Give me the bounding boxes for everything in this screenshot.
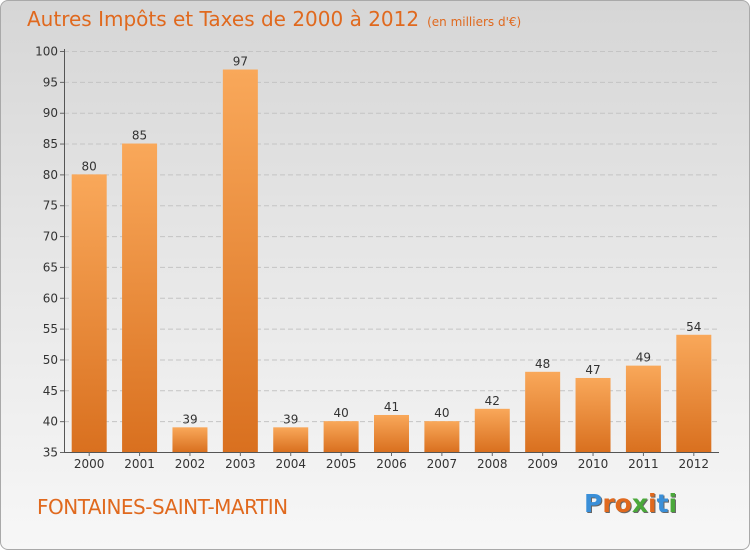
bar [122, 143, 158, 453]
logo-letter: x [631, 489, 648, 518]
commune-name: FONTAINES-SAINT-MARTIN [37, 495, 288, 519]
logo-letter: r [602, 489, 615, 518]
bar-value-label: 39 [182, 412, 197, 426]
y-tick-label: 95 [43, 75, 58, 89]
bar-value-label: 49 [636, 351, 651, 365]
y-tick-label: 100 [35, 45, 58, 59]
bar [71, 174, 107, 452]
x-tick-label: 2006 [376, 457, 407, 471]
y-tick-label: 55 [43, 322, 58, 336]
bar [424, 421, 460, 452]
bar [625, 365, 661, 452]
bar-value-label: 48 [535, 357, 550, 371]
bar [575, 377, 611, 452]
x-tick-label: 2003 [225, 457, 256, 471]
logo-letter: i [668, 489, 678, 518]
x-tick-label: 2011 [628, 457, 659, 471]
y-tick-label: 75 [43, 199, 58, 213]
bar-value-label: 41 [384, 400, 399, 414]
logo-letter: i [648, 489, 657, 518]
bar-value-label: 42 [485, 394, 500, 408]
x-tick-label: 2002 [175, 457, 206, 471]
y-tick-label: 65 [43, 260, 58, 274]
y-tick-label: 50 [43, 353, 58, 367]
y-tick-label: 90 [43, 106, 58, 120]
bar-value-label: 54 [686, 320, 701, 334]
logo-letter: P [584, 489, 603, 518]
bar-value-label: 80 [82, 159, 97, 173]
bar [525, 371, 561, 452]
bar-value-label: 85 [132, 129, 147, 143]
bar [222, 69, 258, 452]
logo-letter: o [614, 489, 632, 518]
y-tick-label: 45 [43, 384, 58, 398]
bar [172, 427, 208, 452]
bar-value-label: 40 [333, 406, 348, 420]
bar [273, 427, 309, 452]
bar-value-label: 97 [233, 55, 248, 69]
bar-value-label: 39 [283, 412, 298, 426]
y-tick-label: 60 [43, 291, 58, 305]
x-tick-label: 2007 [427, 457, 458, 471]
y-tick-label: 35 [43, 446, 58, 460]
x-tick-label: 2001 [124, 457, 155, 471]
bar-value-label: 47 [585, 363, 600, 377]
chart-title-text: Autres Impôts et Taxes de 2000 à 2012 [27, 7, 420, 31]
chart-subtitle: (en milliers d'€) [427, 15, 522, 29]
x-tick-label: 2012 [679, 457, 710, 471]
bar-value-label: 40 [434, 406, 449, 420]
bar [474, 408, 510, 452]
y-tick-label: 40 [43, 415, 58, 429]
chart-title: Autres Impôts et Taxes de 2000 à 2012 (en… [27, 7, 521, 31]
logo-letter: t [656, 489, 669, 518]
x-tick-label: 2000 [74, 457, 105, 471]
x-tick-label: 2009 [527, 457, 558, 471]
x-tick-label: 2004 [275, 457, 306, 471]
y-tick-label: 80 [43, 168, 58, 182]
x-tick-label: 2005 [326, 457, 357, 471]
y-tick-label: 70 [43, 230, 58, 244]
bar [676, 334, 712, 452]
bar [323, 421, 359, 452]
x-tick-label: 2008 [477, 457, 508, 471]
y-tick-label: 85 [43, 137, 58, 151]
bar [374, 414, 409, 452]
x-tick-label: 2010 [578, 457, 609, 471]
proxiti-logo: Proxiti [584, 489, 677, 518]
